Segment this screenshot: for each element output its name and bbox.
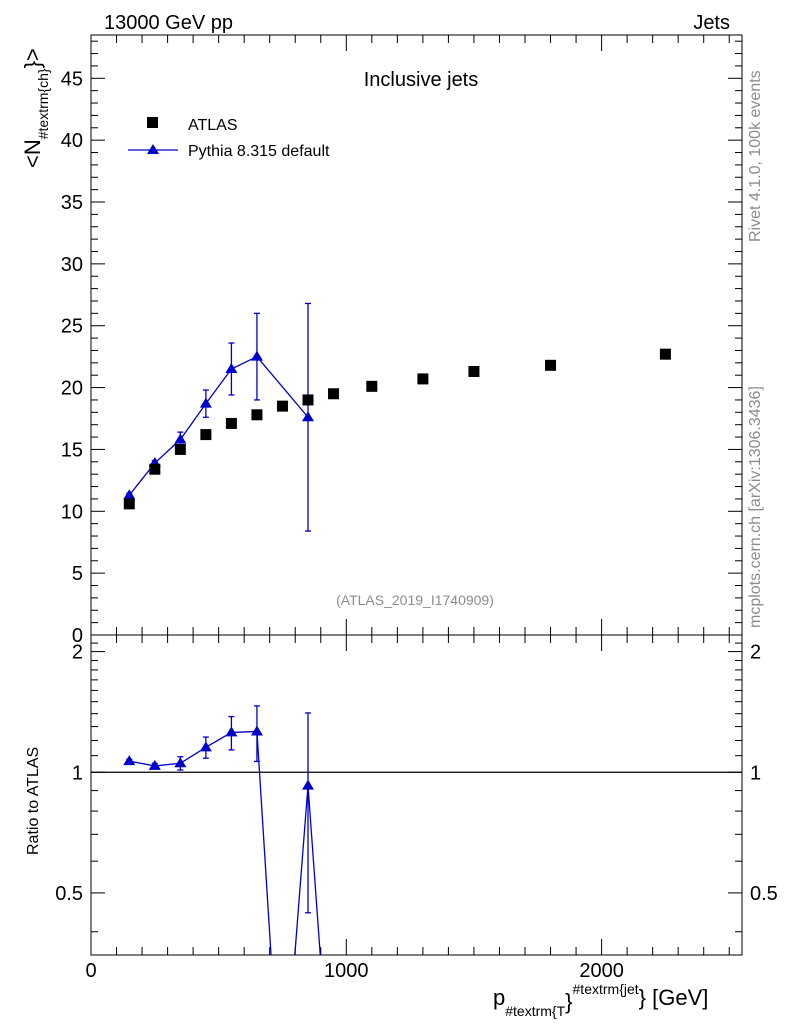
ratio-ytick-label-right: 2 xyxy=(750,642,761,664)
main-ytick-label: 20 xyxy=(61,378,83,400)
xtick-label: 2000 xyxy=(579,960,624,982)
atlas-point xyxy=(174,443,186,455)
atlas-point xyxy=(225,417,237,429)
main-ytick-label: 40 xyxy=(61,130,83,152)
xtick-label: 1000 xyxy=(324,960,369,982)
pythia-point xyxy=(250,350,263,361)
pythia-point xyxy=(302,411,314,422)
legend-atlas-label: ATLAS xyxy=(188,117,238,134)
ratio-ytick-label: 0.5 xyxy=(55,883,83,905)
main-panel: 0 5 10 15 20 25 30 35 40 45 Inclusive jets (ATLAS… xyxy=(20,34,743,647)
ratio-series-line xyxy=(129,730,272,955)
ratio-point xyxy=(199,741,212,752)
analysis-watermark: (ATLAS_2019_I1740909) xyxy=(336,592,494,608)
atlas-point xyxy=(328,388,340,400)
atlas-point xyxy=(251,409,263,421)
svg-text:p#textrm{T}#textrm{jet} [GeV]: p#textrm{T}#textrm{jet} [GeV] xyxy=(493,981,708,1019)
main-ytick-label: 0 xyxy=(72,625,83,647)
main-ytick-label: 35 xyxy=(61,192,83,214)
ratio-point xyxy=(302,779,314,790)
svg-text:<N#textrm{ch}}>: <N#textrm{ch}}> xyxy=(20,48,51,168)
ratio-ylabel: Ratio to ATLAS xyxy=(25,747,42,855)
legend: ATLAS Pythia 8.315 default xyxy=(128,117,330,160)
atlas-point xyxy=(468,365,480,377)
ratio-point xyxy=(225,726,238,737)
atlas-point xyxy=(200,429,212,441)
xlabel-sup: #textrm{jet xyxy=(573,981,639,997)
legend-pythia-marker xyxy=(147,144,159,154)
source-label: mcplots.cern.ch [arXiv:1306.3436] xyxy=(747,386,764,628)
pythia-point xyxy=(225,363,238,374)
ratio-panel: 0.5 0.51 12 2 0 1000 2000 Ratio to ATLAS p#te… xyxy=(25,634,778,1019)
legend-pythia-label: Pythia 8.315 default xyxy=(188,143,330,160)
ratio-point xyxy=(123,755,136,766)
atlas-point xyxy=(545,359,557,371)
atlas-point xyxy=(366,380,378,392)
atlas-point xyxy=(149,463,161,475)
rivet-version-label: Rivet 4.1.0, 100k events xyxy=(747,70,764,242)
ratio-ytick-label: 2 xyxy=(72,642,83,664)
xtick-label: 0 xyxy=(85,960,96,982)
ratio-ytick-label: 1 xyxy=(72,762,83,784)
pythia-point xyxy=(199,397,212,408)
atlas-point xyxy=(417,373,429,385)
ratio-ytick-label-right: 1 xyxy=(750,762,761,784)
xlabel-brace: } xyxy=(565,989,572,1014)
header-process-label: Jets xyxy=(693,12,730,34)
main-ytick-label: 45 xyxy=(61,68,83,90)
atlas-point xyxy=(276,400,288,412)
xlabel-unit: } [GeV] xyxy=(639,985,709,1010)
main-ytick-label: 10 xyxy=(61,501,83,523)
pythia-point xyxy=(174,433,187,444)
legend-atlas-marker xyxy=(147,117,158,128)
ratio-ytick-label-right: 0.5 xyxy=(750,883,778,905)
pythia-point xyxy=(123,489,136,500)
main-ytick-label: 5 xyxy=(72,563,83,585)
main-ylabel-sub: #textrm{ch} xyxy=(35,68,51,139)
atlas-point xyxy=(302,394,314,406)
atlas-point xyxy=(123,498,135,510)
main-ytick-label: 25 xyxy=(61,316,83,338)
atlas-point xyxy=(659,348,671,360)
header-collision-label: 13000 GeV pp xyxy=(104,12,233,34)
ratio-point xyxy=(174,757,187,768)
main-title: Inclusive jets xyxy=(364,69,479,91)
ratio-point xyxy=(148,759,161,770)
main-ytick-label: 15 xyxy=(61,439,83,461)
xlabel-sub: #textrm{T xyxy=(505,1003,565,1019)
main-ylabel-close: }> xyxy=(20,48,45,68)
xlabel-p: p xyxy=(493,985,505,1010)
main-ytick-label: 30 xyxy=(61,254,83,276)
main-ylabel: <N xyxy=(20,139,45,168)
ratio-point xyxy=(250,725,263,736)
ratio-plot-frame xyxy=(90,634,743,956)
